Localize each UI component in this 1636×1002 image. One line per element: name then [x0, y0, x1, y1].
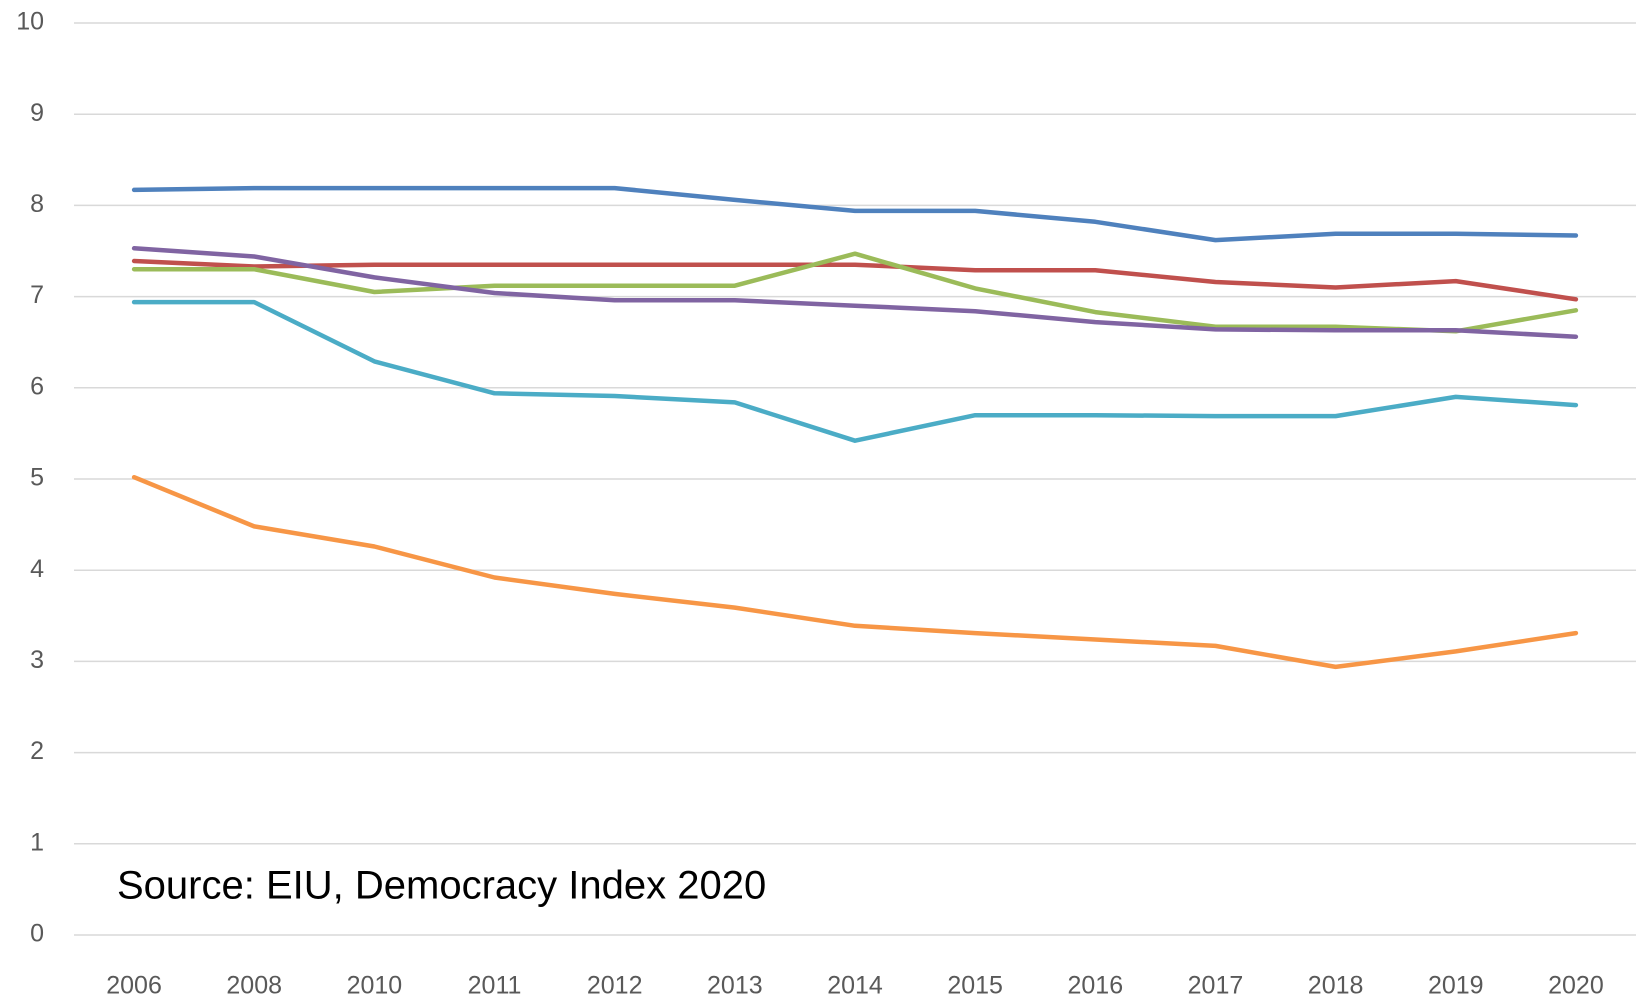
y-tick-label: 0 — [30, 920, 44, 948]
x-tick-label: 2017 — [1188, 972, 1244, 1000]
series-line — [131, 246, 1579, 339]
x-tick-label: 2014 — [827, 972, 883, 1000]
series-line — [131, 185, 1579, 243]
series-line — [131, 251, 1579, 334]
y-tick-label: 9 — [30, 99, 44, 127]
x-tick-label: 2013 — [707, 972, 763, 1000]
y-tick-label: 2 — [30, 737, 44, 765]
y-tick-label: 6 — [30, 372, 44, 400]
x-tick-label: 2018 — [1308, 972, 1364, 1000]
x-tick-label: 2020 — [1548, 972, 1604, 1000]
x-tick-label: 2012 — [587, 972, 643, 1000]
x-tick-label: 2008 — [226, 972, 282, 1000]
y-tick-label: 1 — [30, 828, 44, 856]
y-tick-label: 5 — [30, 464, 44, 492]
y-tick-label: 3 — [30, 646, 44, 674]
series-line — [131, 258, 1579, 302]
x-tick-label: 2016 — [1067, 972, 1123, 1000]
annotation: Source: EIU, Democracy Index 2020 — [117, 864, 766, 908]
x-tick-label: 2006 — [106, 972, 162, 1000]
y-tick-label: 10 — [16, 8, 44, 36]
x-tick-label: 2010 — [347, 972, 403, 1000]
y-tick-label: 7 — [30, 281, 44, 309]
x-tick-label: 2019 — [1428, 972, 1484, 1000]
x-tick-label: 2015 — [947, 972, 1003, 1000]
series-line — [131, 299, 1579, 443]
x-tick-label: 2011 — [468, 972, 522, 1000]
y-tick-label: 4 — [30, 555, 44, 583]
y-tick-label: 8 — [30, 190, 44, 218]
series-line — [131, 474, 1579, 670]
